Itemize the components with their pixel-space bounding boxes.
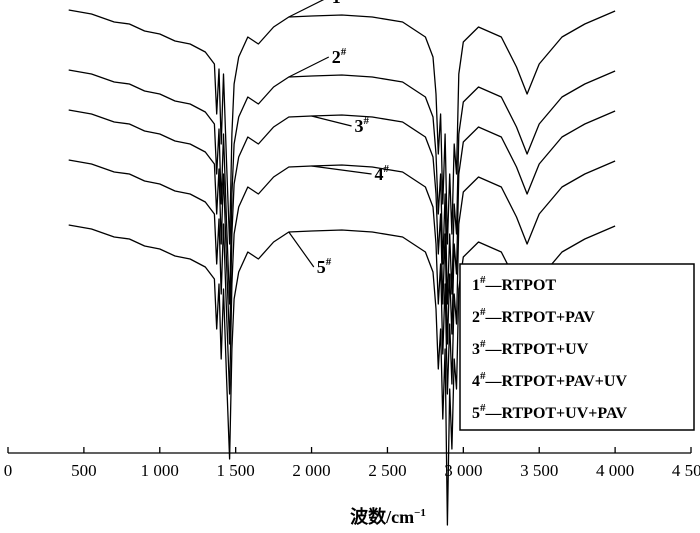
x-tick-label-1500: 1 500 bbox=[217, 461, 255, 480]
x-tick-label-2000: 2 000 bbox=[292, 461, 330, 480]
legend-box bbox=[459, 263, 695, 431]
curve-labels: 1# 2# 3# 4# 5# bbox=[288, 0, 390, 277]
curve-label-leader-1 bbox=[288, 0, 325, 18]
x-tick-label-4500: 4 500 bbox=[672, 461, 700, 480]
curve-label-3: 3# bbox=[355, 115, 370, 136]
series-line-2 bbox=[68, 69, 616, 305]
curve-label-leader-3 bbox=[311, 115, 352, 127]
series-line-3 bbox=[68, 109, 616, 345]
x-tick-label-4000: 4 000 bbox=[596, 461, 634, 480]
x-tick-label-2500: 2 500 bbox=[368, 461, 406, 480]
legend: 1#—RTPOT 2#—RTPOT+PAV 3#—RTPOT+UV 4#—RTPOT+… bbox=[459, 263, 695, 431]
legend-item-4: 4#—RTPOT+PAV+UV bbox=[472, 370, 627, 390]
series-line-1 bbox=[68, 9, 616, 245]
curve-label-leader-5 bbox=[288, 231, 315, 268]
curve-label-5: 5# bbox=[317, 256, 332, 277]
curve-label-4: 4# bbox=[375, 163, 390, 184]
x-axis-ticks: 0 500 1 000 1 500 2 000 2 500 3 000 3 500 4 000 4… bbox=[4, 447, 700, 480]
legend-item-5: 5#—RTPOT+UV+PAV bbox=[472, 402, 627, 422]
x-tick-label-1000: 1 000 bbox=[141, 461, 179, 480]
legend-item-2: 2#—RTPOT+PAV bbox=[472, 306, 595, 326]
curve-label-leader-2 bbox=[288, 56, 330, 78]
curve-label-1: 1# bbox=[332, 0, 347, 7]
series-line-4 bbox=[68, 159, 616, 395]
curve-label-2: 2# bbox=[332, 46, 347, 67]
series-line-5 bbox=[68, 224, 616, 526]
x-tick-label-0: 0 bbox=[4, 461, 13, 480]
spectra-curves bbox=[68, 9, 616, 526]
curve-label-leader-4 bbox=[311, 165, 372, 175]
x-tick-label-3000: 3 000 bbox=[444, 461, 482, 480]
x-tick-label-3500: 3 500 bbox=[520, 461, 558, 480]
x-tick-label-500: 500 bbox=[71, 461, 97, 480]
legend-item-1: 1#—RTPOT bbox=[472, 274, 556, 294]
legend-item-3: 3#—RTPOT+UV bbox=[472, 338, 589, 358]
x-axis-title: 波数/cm−1 bbox=[350, 506, 426, 527]
